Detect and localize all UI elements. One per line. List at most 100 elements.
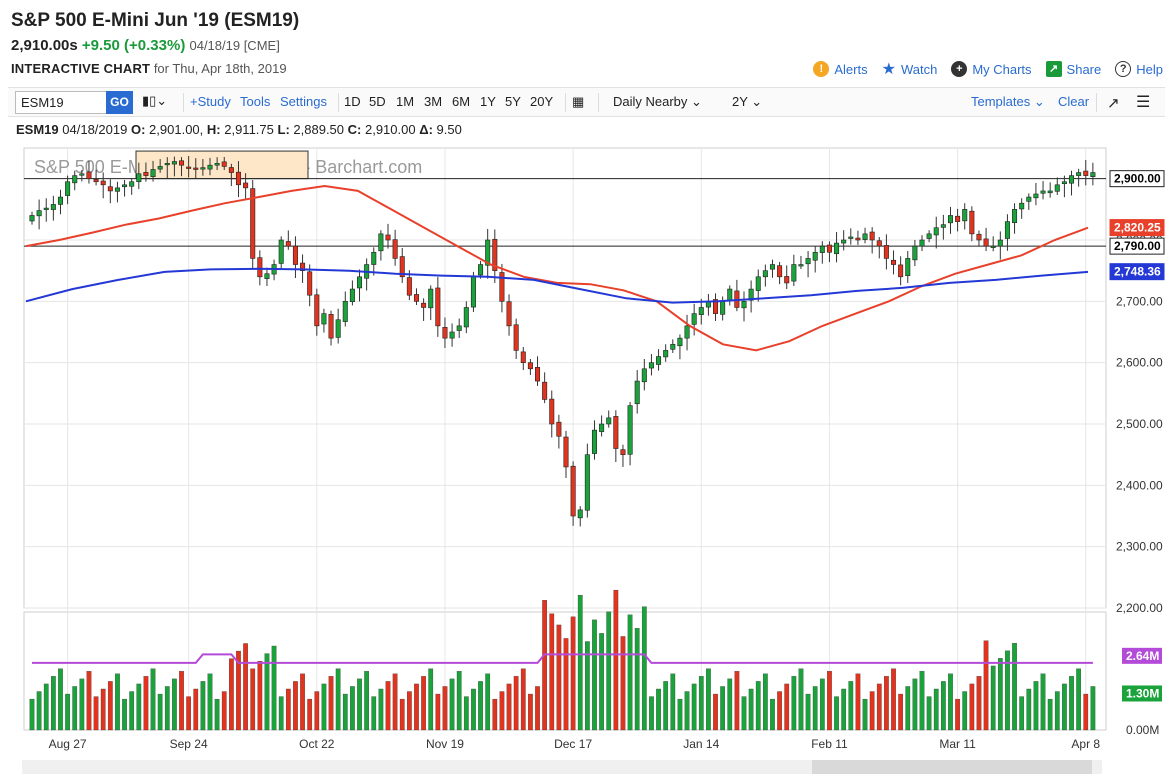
candle: [755, 269, 761, 302]
volume-bar: [371, 696, 377, 731]
volume-bar: [193, 688, 199, 731]
volume-bar: [285, 688, 291, 731]
period-1m[interactable]: 1M: [396, 94, 415, 109]
chart-date-label: for Thu, Apr 18th, 2019: [153, 61, 287, 76]
symbol-input[interactable]: ESM19: [15, 91, 107, 114]
alerts-label: Alerts: [834, 61, 868, 77]
candle-body: [969, 210, 975, 235]
calendar-icon[interactable]: ▦: [572, 94, 585, 109]
volume-bar: [698, 676, 704, 731]
candle-body: [463, 307, 469, 328]
volume-badge-box: [1122, 647, 1162, 664]
candlestick-icon[interactable]: ▮▯⌄: [142, 93, 168, 108]
watch-link[interactable]: ★ Watch: [882, 59, 938, 79]
candle-body: [285, 241, 291, 247]
x-tick-label: Nov 19: [426, 737, 464, 751]
period-20y[interactable]: 20Y: [530, 94, 554, 109]
volume-bar: [577, 594, 583, 731]
ohlc-delta: 9.50: [436, 122, 462, 137]
ohlc-readout: ESM19 04/18/2019 O: 2,901.00, H: 2,911.7…: [16, 122, 462, 137]
candle: [72, 170, 78, 191]
period-6m[interactable]: 6M: [452, 94, 471, 109]
candle: [428, 285, 434, 321]
candle: [912, 240, 918, 267]
templates-select[interactable]: Templates ⌄: [971, 94, 1045, 109]
period-1d[interactable]: 1D: [344, 94, 361, 109]
candle-body: [805, 258, 811, 265]
candle-body: [905, 258, 911, 276]
candle: [57, 189, 63, 215]
candle: [449, 323, 455, 347]
volume-bar: [164, 686, 170, 731]
candle: [65, 175, 71, 205]
candle-body: [869, 231, 875, 241]
scrollbar-thumb: [812, 760, 1092, 774]
alerts-link[interactable]: ! Alerts: [813, 59, 868, 79]
ohlc-delta-label: Δ:: [419, 122, 433, 137]
period-3m[interactable]: 3M: [424, 94, 443, 109]
volume-badge: 2.64M: [1122, 647, 1162, 664]
help-link[interactable]: ? Help: [1115, 59, 1163, 79]
volume-bar: [656, 688, 661, 731]
x-tick-label: Oct 22: [299, 737, 335, 751]
period-5y[interactable]: 5Y: [505, 94, 521, 109]
y-tick-label: 2,400.00: [1116, 478, 1163, 492]
candle-body: [29, 215, 35, 222]
candle: [442, 317, 448, 348]
expand-icon[interactable]: ↗: [1107, 95, 1120, 112]
volume-bar: [713, 693, 718, 731]
candle: [357, 269, 363, 302]
candle: [392, 229, 398, 266]
x-tick-label: Feb 11: [811, 737, 848, 751]
candle-body: [250, 188, 256, 259]
clear-button[interactable]: Clear: [1058, 94, 1090, 109]
volume-bar: [919, 671, 925, 731]
ohlc-symbol: ESM19: [16, 122, 59, 137]
header-tools: ! Alerts ★ Watch + My Charts ↗ Share ? Help: [813, 59, 1163, 79]
candle: [748, 280, 754, 313]
menu-icon[interactable]: ☰: [1136, 94, 1151, 111]
candle: [599, 415, 605, 437]
candle-body: [656, 356, 662, 365]
candle-body: [976, 233, 982, 241]
volume-bar: [122, 698, 127, 731]
candle: [613, 410, 619, 463]
candle: [556, 414, 562, 449]
candle-body: [1047, 190, 1053, 194]
candle: [691, 303, 697, 336]
candle: [513, 318, 519, 359]
period-5d[interactable]: 5D: [369, 94, 386, 109]
candle: [862, 227, 868, 244]
settings-button[interactable]: Settings: [280, 94, 327, 109]
period-1y[interactable]: 1Y: [480, 94, 496, 109]
tools-button[interactable]: Tools: [240, 94, 271, 109]
interval-select[interactable]: Daily Nearby ⌄: [613, 94, 702, 109]
candle: [869, 227, 875, 254]
volume-bar: [307, 698, 313, 731]
go-button[interactable]: GO: [106, 91, 133, 114]
candle-body: [947, 215, 953, 224]
y-tick-label: 2,300.00: [1116, 540, 1163, 554]
help-label: Help: [1136, 61, 1163, 77]
candle: [506, 294, 512, 336]
candle-body: [727, 288, 733, 301]
candle: [421, 298, 427, 321]
candle-body: [983, 238, 989, 247]
candle: [114, 181, 120, 203]
candle: [1040, 181, 1046, 200]
ohlc-close-label: C:: [347, 122, 362, 137]
candle-body: [912, 245, 918, 261]
study-button[interactable]: +Study: [190, 94, 231, 109]
candle-body: [1033, 193, 1039, 199]
volume-bar: [478, 681, 483, 731]
volume-bar: [941, 681, 946, 731]
candle: [413, 288, 419, 306]
templates-label: Templates: [971, 94, 1031, 109]
my-charts-link[interactable]: + My Charts: [951, 59, 1032, 79]
share-link[interactable]: ↗ Share: [1045, 59, 1101, 79]
price-badge: 2,748.36: [1109, 263, 1165, 281]
volume-bar: [221, 691, 227, 731]
range-select[interactable]: 2Y ⌄: [732, 94, 763, 109]
candle-body: [1069, 175, 1075, 184]
